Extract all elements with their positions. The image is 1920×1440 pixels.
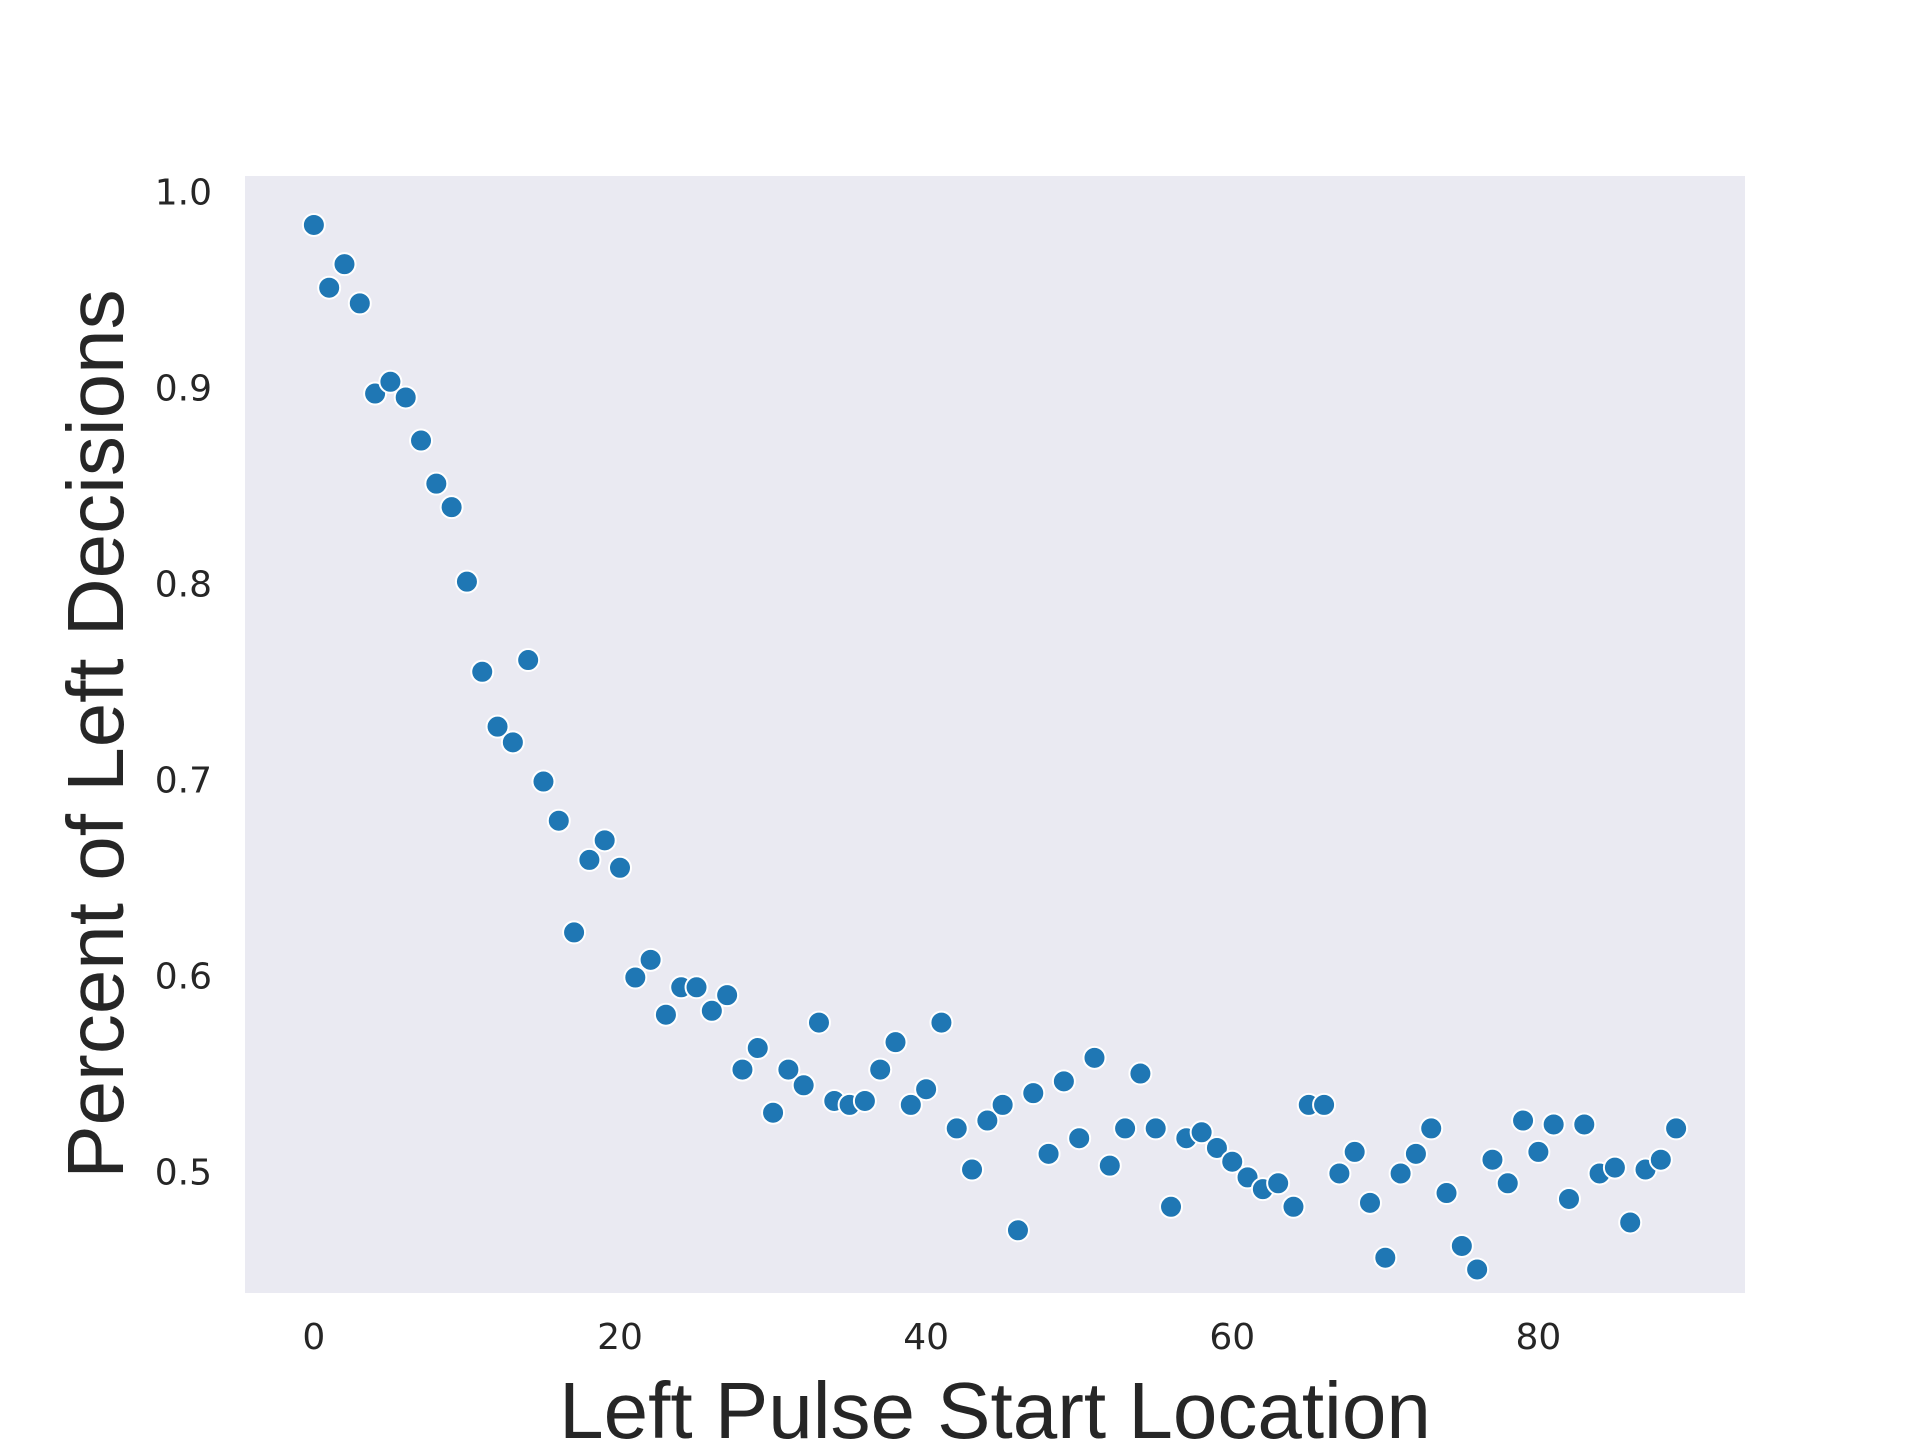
data-point	[592, 828, 617, 853]
data-point	[1067, 1126, 1092, 1151]
data-point	[485, 714, 510, 739]
data-point	[409, 428, 434, 453]
x-tick-label: 80	[1515, 1317, 1561, 1358]
data-point	[1342, 1139, 1367, 1164]
data-point	[684, 975, 709, 1000]
data-point	[500, 730, 525, 755]
data-point	[393, 385, 418, 410]
data-point	[791, 1073, 816, 1098]
data-point	[898, 1092, 923, 1117]
data-point	[730, 1057, 755, 1082]
data-point	[562, 920, 587, 945]
data-points	[301, 212, 1689, 1282]
data-point	[1373, 1245, 1398, 1270]
data-point	[638, 947, 663, 972]
data-point	[776, 1057, 801, 1082]
data-point	[1113, 1116, 1138, 1141]
data-point	[317, 275, 342, 300]
y-axis-label: Percent of Left Decisions	[51, 289, 140, 1178]
data-point	[1312, 1092, 1337, 1117]
y-tick-label: 0.9	[155, 369, 212, 410]
data-point	[699, 998, 724, 1023]
data-point	[347, 291, 372, 316]
data-point	[1266, 1171, 1291, 1196]
data-point	[470, 659, 495, 684]
data-point	[454, 569, 479, 594]
data-point	[1480, 1147, 1505, 1172]
data-point	[424, 471, 449, 496]
data-point	[914, 1077, 939, 1102]
y-tick-label: 0.7	[155, 761, 212, 802]
data-point	[1449, 1233, 1474, 1258]
data-point	[516, 648, 541, 673]
data-point	[623, 965, 648, 990]
data-point	[1526, 1139, 1551, 1164]
x-tick-labels: 0 20 40 60 80	[302, 1317, 1561, 1358]
data-point	[1220, 1149, 1245, 1174]
x-axis-label: Left Pulse Start Location	[559, 1366, 1431, 1440]
data-point	[1664, 1116, 1689, 1141]
data-point	[1204, 1135, 1229, 1160]
data-point	[944, 1116, 969, 1141]
data-point	[1556, 1186, 1581, 1211]
data-point	[1005, 1218, 1030, 1243]
data-point	[1465, 1257, 1490, 1282]
data-point	[1021, 1081, 1046, 1106]
y-tick-labels: 0.5 0.6 0.7 0.8 0.9 1.0	[155, 173, 212, 1194]
y-tick-label: 0.8	[155, 565, 212, 606]
data-point	[378, 369, 403, 394]
y-tick-label: 0.5	[155, 1153, 212, 1194]
data-point	[1648, 1147, 1673, 1172]
data-point	[1358, 1190, 1382, 1215]
data-point	[653, 1002, 678, 1027]
data-point	[745, 1036, 770, 1061]
data-point	[332, 252, 357, 277]
data-point	[1082, 1045, 1107, 1070]
data-point	[761, 1100, 786, 1125]
data-point	[1143, 1116, 1168, 1141]
x-tick-label: 20	[597, 1317, 643, 1358]
data-point	[1097, 1153, 1122, 1178]
x-tick-label: 60	[1209, 1317, 1255, 1358]
y-tick-label: 1.0	[155, 173, 212, 214]
data-point	[1434, 1181, 1459, 1206]
data-point	[1572, 1112, 1597, 1137]
data-point	[1036, 1141, 1061, 1166]
x-tick-label: 0	[302, 1317, 325, 1358]
data-point	[1159, 1194, 1184, 1219]
data-point	[1602, 1155, 1627, 1180]
data-point	[806, 1010, 831, 1035]
data-point	[608, 855, 632, 880]
x-tick-label: 40	[903, 1317, 949, 1358]
data-point	[1495, 1171, 1520, 1196]
data-point	[1189, 1120, 1214, 1145]
data-point	[852, 1088, 877, 1113]
data-point	[1618, 1210, 1643, 1235]
data-point	[1327, 1161, 1352, 1186]
data-point	[868, 1057, 893, 1082]
data-point	[960, 1157, 985, 1182]
data-point	[439, 495, 464, 520]
data-point	[531, 769, 556, 794]
data-point	[1388, 1161, 1413, 1186]
data-point	[1403, 1141, 1428, 1166]
data-point	[929, 1010, 954, 1035]
data-point	[1541, 1112, 1566, 1137]
data-point	[577, 847, 602, 872]
data-point	[715, 983, 740, 1008]
y-tick-label: 0.6	[155, 957, 212, 998]
data-point	[546, 808, 571, 833]
data-point	[301, 212, 326, 237]
data-point	[1281, 1194, 1306, 1219]
data-point	[1511, 1108, 1536, 1133]
data-point	[975, 1108, 1000, 1133]
data-point	[990, 1092, 1015, 1117]
data-point	[1051, 1069, 1076, 1094]
data-point	[883, 1030, 908, 1055]
data-point	[1128, 1061, 1153, 1086]
data-point	[1419, 1116, 1444, 1141]
